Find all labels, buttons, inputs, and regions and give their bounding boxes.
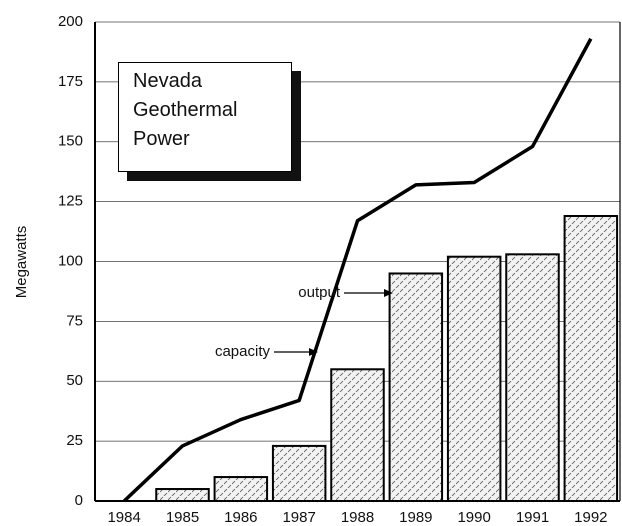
line — [122, 37, 593, 503]
y-tick-label: 150 — [58, 133, 83, 150]
bar — [330, 368, 385, 502]
bar — [213, 476, 269, 502]
x-tick-label: 1985 — [166, 509, 199, 526]
x-tick-label: 1986 — [224, 509, 257, 526]
arrow-head — [384, 289, 393, 297]
x-tick-label: 1991 — [516, 509, 549, 526]
bar — [563, 214, 619, 502]
x-tick-label: 1989 — [399, 509, 432, 526]
y-tick-label: 0 — [75, 492, 83, 509]
x-tick-label: 1987 — [282, 509, 315, 526]
annotation: output — [298, 284, 341, 301]
chart-title: Nevada Geothermal Power — [133, 70, 238, 150]
bar — [446, 255, 502, 502]
y-tick-label: 75 — [66, 312, 83, 329]
annotation: capacity — [215, 343, 271, 360]
y-tick-label: 175 — [58, 73, 83, 90]
x-tick-label: 1984 — [107, 509, 140, 526]
bar — [271, 444, 327, 503]
x-tick-label: 1992 — [574, 509, 607, 526]
y-tick-label: 200 — [58, 13, 83, 30]
y-tick-label: 125 — [58, 193, 83, 210]
x-tick-label: 1990 — [457, 509, 490, 526]
title-box: Nevada Geothermal Power — [118, 62, 292, 172]
x-tick-label: 1988 — [341, 509, 374, 526]
y-tick-label: 25 — [66, 432, 83, 449]
y-axis-label: Megawatts — [13, 226, 30, 299]
bar — [505, 253, 560, 502]
bar — [155, 488, 210, 502]
bar — [388, 272, 444, 502]
y-tick-label: 100 — [58, 252, 83, 269]
arrow-head — [309, 348, 318, 356]
y-tick-label: 50 — [66, 372, 83, 389]
